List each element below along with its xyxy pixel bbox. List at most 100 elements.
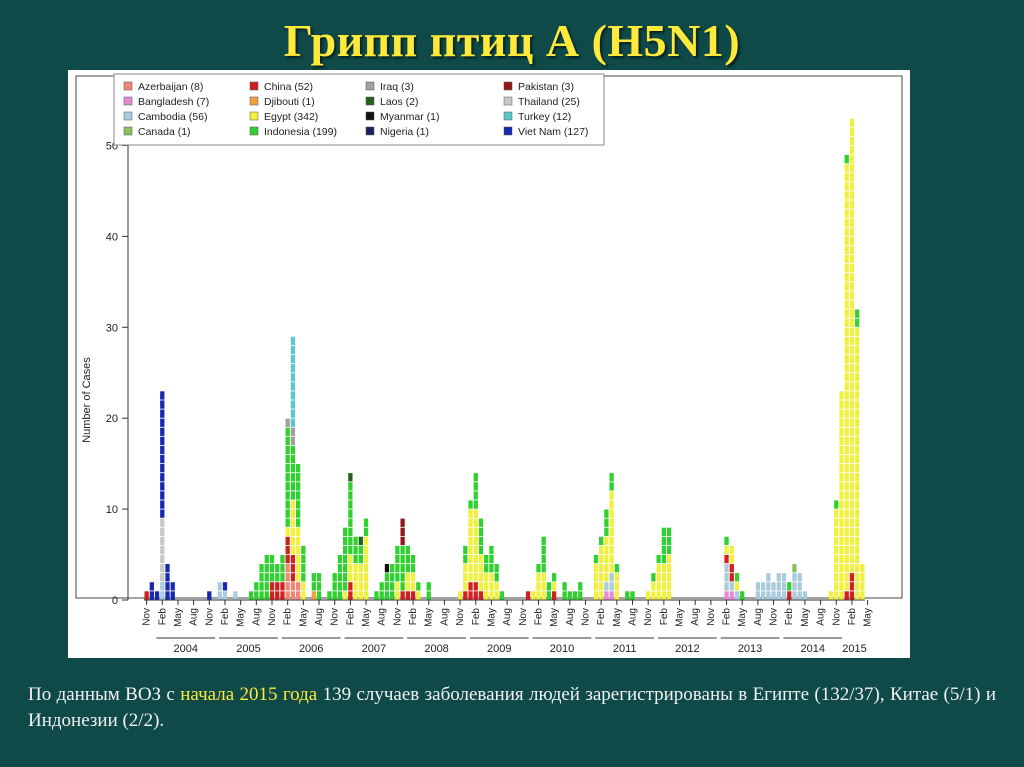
bar-segment — [463, 554, 468, 564]
legend-label: Turkey (12) — [518, 111, 571, 123]
bar-segment — [285, 418, 290, 427]
bar-segment — [734, 582, 740, 591]
legend-swatch — [503, 111, 513, 121]
bar-segment — [400, 582, 405, 591]
legend-label: Indonesia (199) — [264, 126, 337, 138]
bar-segment — [395, 545, 400, 555]
year-label: 2006 — [299, 643, 323, 655]
year-label: 2013 — [738, 643, 762, 655]
bar-segment — [285, 427, 290, 436]
bar-segment — [536, 573, 541, 582]
x-tick-label: Aug — [377, 608, 388, 626]
bar-segment — [295, 518, 301, 527]
bar-segment — [849, 536, 855, 546]
bar-segment — [290, 382, 296, 391]
bar-segment — [358, 582, 363, 591]
bar-segment — [468, 573, 473, 582]
bar-segment — [844, 254, 849, 264]
bar-segment — [337, 554, 343, 564]
bar-segment — [285, 527, 290, 536]
bar-segment — [839, 464, 844, 473]
legend-swatch — [249, 111, 259, 121]
x-tick-label: Feb — [157, 608, 168, 626]
legend-swatch — [249, 126, 259, 136]
chart-bars — [144, 118, 865, 600]
bar-segment — [400, 591, 405, 600]
x-tick-label: Aug — [690, 608, 701, 626]
bar-segment — [301, 554, 306, 564]
bar-segment — [337, 582, 343, 591]
bar-segment — [651, 591, 656, 600]
bar-segment — [666, 536, 672, 546]
bar-segment — [358, 573, 363, 582]
bar-segment — [295, 509, 301, 518]
bar-segment — [295, 554, 301, 564]
bar-segment — [755, 582, 761, 591]
bar-segment — [405, 564, 410, 573]
bar-segment — [410, 591, 416, 600]
bar-segment — [160, 545, 165, 555]
bar-segment — [295, 491, 301, 500]
bar-segment — [473, 545, 478, 555]
bar-segment — [384, 564, 390, 573]
legend-label: China (52) — [264, 81, 313, 93]
bar-segment — [839, 545, 844, 555]
bar-segment — [536, 564, 541, 573]
bar-segment — [478, 518, 484, 527]
bar-segment — [337, 573, 343, 582]
bar-segment — [839, 436, 844, 446]
bar-segment — [290, 500, 296, 509]
bar-segment — [160, 409, 165, 418]
bar-segment — [468, 536, 473, 546]
x-tick-label: Aug — [439, 608, 450, 626]
bar-segment — [844, 273, 849, 282]
bar-segment — [285, 473, 290, 482]
bar-segment — [766, 573, 771, 582]
bar-segment — [264, 582, 269, 591]
bar-segment — [792, 564, 797, 573]
x-tick-label: Aug — [502, 608, 513, 626]
bar-segment — [473, 482, 478, 491]
bar-segment — [269, 591, 275, 600]
bar-segment — [348, 482, 353, 491]
bar-segment — [233, 591, 238, 600]
bar-segment — [729, 573, 734, 582]
bar-segment — [755, 591, 761, 600]
bar-segment — [353, 564, 358, 573]
bar-segment — [855, 409, 860, 418]
bar-segment — [849, 154, 855, 164]
bar-segment — [405, 554, 410, 564]
bar-segment — [160, 391, 165, 400]
bar-segment — [290, 454, 296, 464]
bar-segment — [348, 582, 353, 591]
bar-segment — [797, 591, 802, 600]
bar-segment — [551, 582, 557, 591]
bar-segment — [656, 591, 661, 600]
bar-segment — [160, 518, 165, 527]
bar-segment — [489, 554, 494, 564]
bar-segment — [473, 527, 478, 536]
x-tick-label: Nov — [267, 608, 278, 626]
bar-segment — [849, 127, 855, 136]
bar-segment — [599, 582, 604, 591]
bar-segment — [484, 582, 489, 591]
bar-segment — [771, 582, 776, 591]
bar-segment — [525, 591, 531, 600]
bar-segment — [405, 573, 410, 582]
bar-segment — [473, 582, 478, 591]
bar-segment — [849, 564, 855, 573]
bar-segment — [160, 554, 165, 564]
bar-segment — [849, 391, 855, 400]
bar-segment — [860, 564, 865, 573]
bar-segment — [844, 327, 849, 336]
legend-swatch — [123, 81, 133, 91]
bar-segment — [259, 582, 264, 591]
bar-segment — [165, 582, 170, 591]
bar-segment — [290, 473, 296, 482]
bar-segment — [248, 591, 254, 600]
bar-segment — [797, 573, 802, 582]
year-label: 2004 — [174, 643, 198, 655]
bar-segment — [290, 427, 296, 436]
x-tick-label: May — [675, 608, 686, 627]
bar-segment — [849, 273, 855, 282]
